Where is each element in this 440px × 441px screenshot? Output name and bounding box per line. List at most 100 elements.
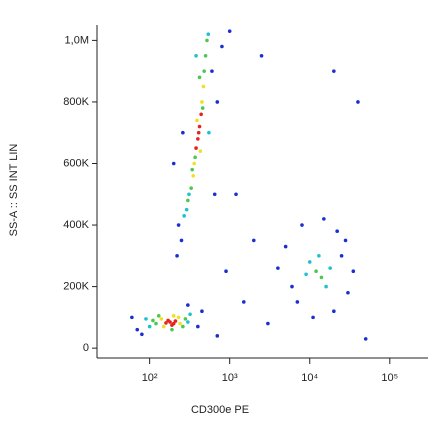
data-point — [193, 155, 197, 160]
data-point — [351, 269, 356, 274]
y-tick-label: 800K — [63, 96, 89, 108]
data-point — [183, 317, 188, 321]
data-point — [197, 75, 202, 80]
data-point — [171, 161, 176, 166]
data-point — [206, 32, 211, 37]
data-point — [144, 317, 148, 321]
data-point — [187, 192, 191, 197]
data-point — [198, 149, 203, 153]
x-tick-label: 10⁵ — [381, 372, 398, 384]
data-point — [196, 137, 200, 141]
data-point — [156, 314, 161, 318]
data-point — [259, 53, 264, 58]
y-axis-label: SS-A :: SS INT LIN — [8, 144, 20, 237]
data-point — [186, 198, 190, 203]
data-point — [164, 321, 168, 325]
data-point — [166, 318, 170, 323]
data-point — [194, 53, 198, 58]
data-point — [212, 192, 217, 197]
data-point — [328, 266, 332, 270]
data-point — [234, 192, 238, 197]
data-point — [251, 238, 256, 243]
data-point — [314, 269, 318, 274]
data-point — [307, 260, 312, 264]
data-point — [170, 327, 174, 332]
data-point — [205, 38, 209, 43]
data-point — [290, 284, 294, 289]
y-tick-label: 200K — [63, 281, 89, 293]
data-point — [332, 309, 336, 314]
data-point — [227, 29, 232, 33]
data-point — [215, 334, 220, 338]
data-point — [184, 207, 189, 212]
data-point — [154, 321, 158, 326]
data-point — [339, 254, 344, 258]
data-point — [311, 315, 315, 320]
data-point — [300, 223, 304, 227]
data-point — [200, 106, 205, 110]
data-point — [215, 100, 220, 104]
data-point — [343, 238, 348, 243]
data-point — [220, 44, 224, 49]
data-point — [161, 324, 166, 329]
data-point — [202, 69, 206, 73]
data-point — [176, 223, 181, 227]
data-point — [130, 315, 134, 320]
data-point — [192, 161, 196, 166]
data-point — [346, 290, 350, 295]
data-point — [200, 100, 204, 104]
data-point — [304, 272, 308, 277]
data-point — [190, 167, 194, 172]
data-point — [295, 300, 300, 304]
data-point — [203, 53, 208, 58]
data-point — [324, 284, 328, 289]
y-tick-label: 0 — [83, 342, 89, 354]
data-point — [188, 312, 192, 317]
data-point — [335, 229, 339, 234]
data-point — [178, 321, 182, 326]
data-point — [191, 174, 195, 178]
data-point — [159, 317, 164, 321]
data-point — [173, 319, 178, 323]
data-point — [317, 254, 321, 258]
x-tick-label: 10³ — [222, 372, 238, 384]
data-point — [186, 303, 190, 307]
data-point — [363, 337, 368, 341]
data-point — [170, 323, 174, 327]
data-point — [199, 112, 203, 117]
x-tick-label: 10² — [142, 372, 158, 384]
data-point — [201, 84, 206, 89]
x-axis-label: CD300e PE — [191, 404, 249, 416]
data-point — [179, 238, 184, 243]
data-point — [283, 244, 288, 249]
x-tick-label: 10⁴ — [301, 372, 318, 384]
data-point — [322, 217, 326, 221]
data-point — [356, 100, 360, 104]
data-point — [195, 118, 199, 123]
data-point — [186, 320, 190, 324]
data-point — [207, 130, 211, 135]
data-point — [171, 314, 176, 318]
data-point — [224, 269, 228, 274]
data-point — [332, 69, 336, 73]
data-point — [210, 69, 214, 73]
data-point — [276, 266, 280, 270]
data-point — [176, 315, 181, 320]
data-point — [194, 146, 198, 150]
data-point — [181, 130, 185, 135]
data-point — [189, 186, 193, 190]
data-point — [135, 327, 140, 332]
y-tick-label: 1,0M — [65, 34, 89, 46]
y-tick-label: 400K — [63, 219, 89, 231]
data-point — [196, 324, 200, 329]
data-point — [197, 124, 202, 129]
data-point — [181, 324, 185, 329]
data-point — [200, 309, 204, 314]
data-point — [151, 318, 155, 323]
y-tick-label: 600K — [63, 157, 89, 169]
data-point — [266, 321, 270, 326]
data-point — [241, 300, 246, 304]
data-point — [140, 332, 144, 337]
data-point — [147, 324, 152, 329]
